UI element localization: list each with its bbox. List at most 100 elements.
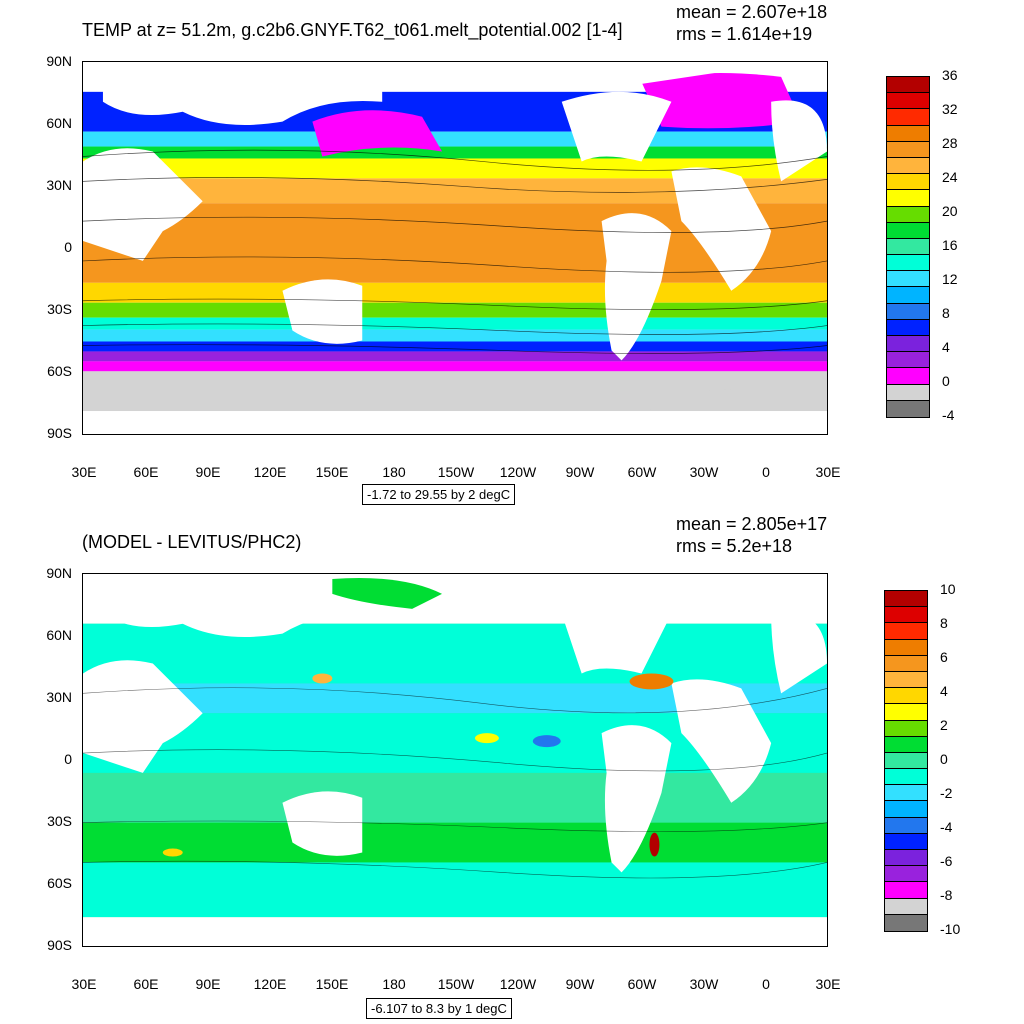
colorbar-label: -10 [940,921,961,937]
temp-xlabel: 120E [253,464,287,480]
colorbar-label: 24 [942,169,958,185]
diff-ylabel-30n: 30N [46,689,72,705]
colorbar-label: 16 [942,237,958,253]
colorbar-label: 10 [940,581,956,597]
colorbar-label: 4 [942,339,950,355]
colorbar-swatch [885,736,927,753]
colorbar-swatch [887,352,929,369]
diff-ylabel-0: 0 [64,751,72,767]
colorbar-label: 0 [940,751,948,767]
temp-xlabel: 30W [689,464,719,480]
temp-rms: rms = 1.614e+19 [676,24,813,44]
temp-title: TEMP at z= 51.2m, g.c2b6.GNYF.T62_t061.m… [82,20,623,40]
colorbar-label: 0 [942,373,950,389]
diff-panel: (MODEL - LEVITUS/PHC2) mean = 2.805e+17 … [0,512,1024,1024]
temp-xlabel: 180 [382,464,406,480]
diff-xlabel: 150E [315,976,349,992]
colorbar-swatch [887,255,929,272]
colorbar-label: -6 [940,853,953,869]
diff-xlabel: 90W [565,976,595,992]
temp-xlabel: 90E [195,464,221,480]
diff-xlabel: 30E [815,976,841,992]
colorbar-label: 20 [942,203,958,219]
diff-xlabel: 180 [382,976,406,992]
diff-xlabel: 120W [499,976,537,992]
colorbar-label: 12 [942,271,958,287]
colorbar-swatch [885,704,927,721]
diff-rms: rms = 5.2e+18 [676,536,793,556]
colorbar-swatch [885,769,927,786]
colorbar-swatch [885,882,927,899]
diff-xlabel: 60W [627,976,657,992]
temp-ylabel-30s: 30S [47,301,72,317]
diff-ylabel-60n: 60N [46,627,72,643]
temp-ylabel-30n: 30N [46,177,72,193]
diff-ylabel-90s: 90S [47,937,72,953]
colorbar-label: 2 [940,717,948,733]
diff-title: (MODEL - LEVITUS/PHC2) [82,532,302,552]
temp-mean: mean = 2.607e+18 [676,2,828,22]
diff-ylabel-60s: 60S [47,875,72,891]
diff-map [82,573,828,947]
colorbar-swatch [887,303,929,320]
temp-colorbar [886,76,930,418]
colorbar-swatch [885,623,927,640]
colorbar-swatch [887,368,929,385]
colorbar-swatch [885,866,927,883]
colorbar-swatch [887,319,929,336]
temp-xlabel: 150W [437,464,475,480]
temp-ylabel-60s: 60S [47,363,72,379]
colorbar-label: 28 [942,135,958,151]
colorbar-label: 8 [942,305,950,321]
colorbar-label: -2 [940,785,953,801]
colorbar-swatch [885,639,927,656]
colorbar-swatch [885,655,927,672]
colorbar-swatch [887,287,929,304]
colorbar-label: -4 [940,819,953,835]
diff-xlabel: 150W [437,976,475,992]
temp-xlabel: 30E [71,464,97,480]
colorbar-swatch [885,671,927,689]
temp-panel: TEMP at z= 51.2m, g.c2b6.GNYF.T62_t061.m… [46,2,958,505]
diff-xlabel: 90E [195,976,221,992]
temp-xlabel: 90W [565,464,595,480]
temp-xlabel: 120W [499,464,537,480]
temp-map [82,61,828,435]
temp-xlabel: 60W [627,464,657,480]
colorbar-swatch [887,238,929,256]
diff-xlabel: 120E [253,976,287,992]
colorbar-swatch [887,141,929,158]
temp-xlabel: 150E [315,464,349,480]
colorbar-swatch [887,400,929,417]
colorbar-swatch [887,206,929,223]
colorbar-swatch [885,752,927,770]
colorbar-swatch [887,222,929,239]
colorbar-swatch [887,109,929,126]
diff-xlabel: 60E [133,976,159,992]
colorbar-label: 32 [942,101,958,117]
colorbar-swatch [885,785,927,802]
temp-ylabel-90n: 90N [46,53,72,69]
temp-contour-range: -1.72 to 29.55 by 2 degC [362,484,516,505]
temp-xlabel: 30E [815,464,841,480]
diff-map-field [83,574,827,946]
colorbar-swatch [885,914,927,931]
colorbar-swatch [885,833,927,850]
colorbar-label: 4 [940,683,948,699]
diff-ylabel-30s: 30S [47,813,72,829]
colorbar-swatch [887,271,929,288]
temp-ylabel-0: 0 [64,239,72,255]
colorbar-label: 36 [942,67,958,83]
colorbar-swatch [885,607,927,624]
colorbar-swatch [887,93,929,110]
temp-map-field [83,62,827,434]
temp-xlabel: 0 [762,464,770,480]
colorbar-swatch [885,720,927,737]
colorbar-swatch [887,157,929,175]
diff-xlabel: 0 [762,976,770,992]
colorbar-swatch [885,898,927,915]
colorbar-label: -8 [940,887,953,903]
diff-xlabel: 30W [689,976,719,992]
colorbar-swatch [885,850,927,867]
colorbar-swatch [885,688,927,705]
